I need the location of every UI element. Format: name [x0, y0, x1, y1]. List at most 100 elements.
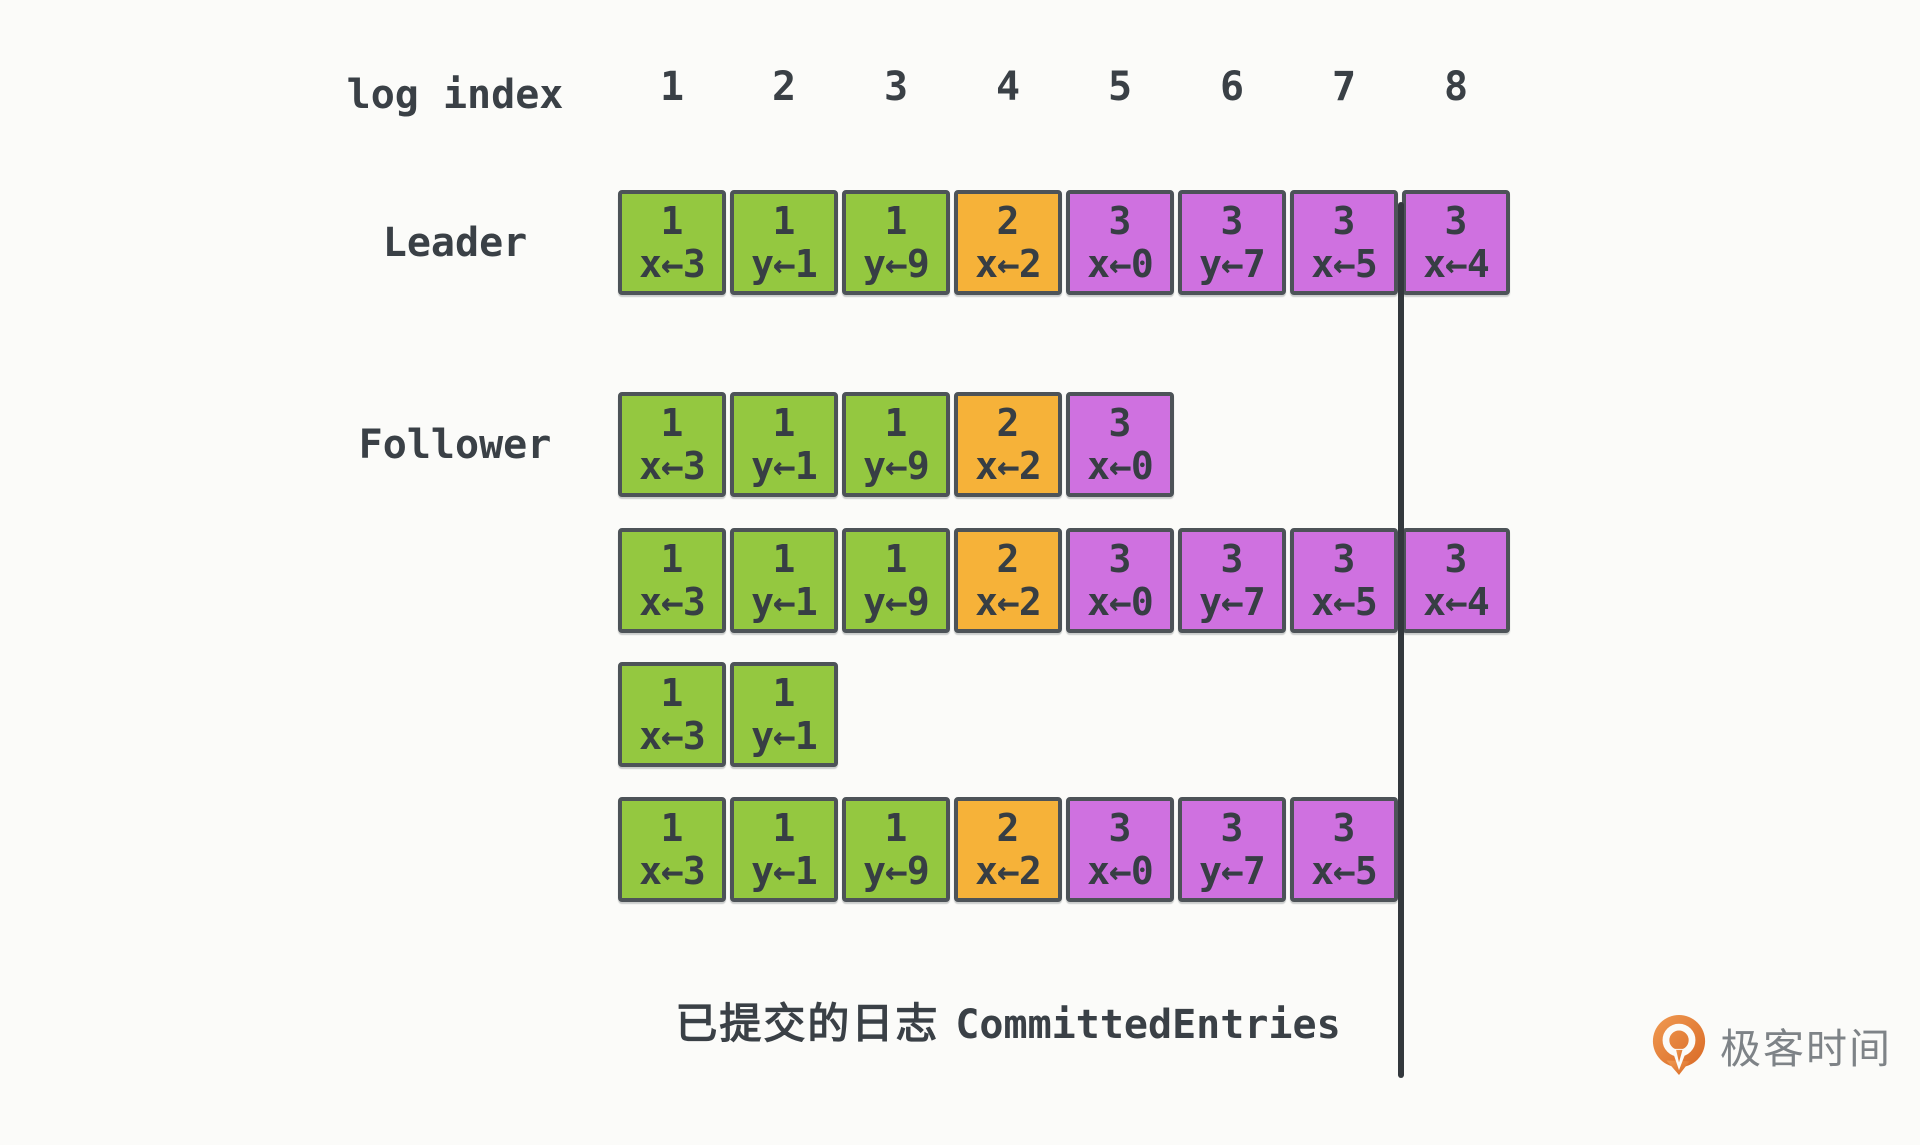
log-entry: 3 x←4 [1402, 190, 1510, 295]
follower-3-entries: 1 x←3 1 y←1 [618, 662, 838, 767]
log-entry: 3 y←7 [1178, 797, 1286, 902]
entry-command: x←2 [975, 848, 1042, 893]
entry-term: 1 [772, 536, 796, 581]
log-entry: 3 x←4 [1402, 528, 1510, 633]
entry-command: x←2 [975, 579, 1042, 624]
entry-command: y←9 [863, 443, 930, 488]
entry-term: 3 [1108, 198, 1132, 243]
entry-term: 3 [1444, 536, 1468, 581]
log-row-follower-1: Follower 1 x←3 1 y←1 1 y←9 2 x←2 3 x←0 [0, 392, 1920, 497]
entry-command: x←3 [639, 579, 706, 624]
entry-command: x←2 [975, 443, 1042, 488]
leader-label: Leader [382, 219, 528, 266]
entry-term: 3 [1444, 198, 1468, 243]
log-entry: 2 x←2 [954, 797, 1062, 902]
entry-term: 1 [772, 198, 796, 243]
log-entry: 2 x←2 [954, 528, 1062, 633]
committed-entries-caption: 已提交的日志 CommittedEntries [618, 990, 1398, 1051]
log-entry: 1 x←3 [618, 797, 726, 902]
entry-command: y←1 [751, 713, 818, 758]
commit-boundary-line [1398, 202, 1404, 1078]
entry-term: 2 [996, 400, 1020, 445]
entry-term: 2 [996, 536, 1020, 581]
entry-command: y←1 [751, 579, 818, 624]
entry-command: x←0 [1087, 848, 1154, 893]
entry-term: 1 [772, 805, 796, 850]
log-index-3: 3 [883, 64, 909, 110]
log-entry: 3 x←5 [1290, 528, 1398, 633]
entry-term: 3 [1332, 198, 1356, 243]
log-index-8: 8 [1443, 64, 1469, 110]
log-entry: 1 y←1 [730, 392, 838, 497]
entry-command: x←3 [639, 241, 706, 286]
geektime-icon [1652, 1015, 1706, 1075]
brand-logo: 极客时间 [1650, 1014, 1892, 1076]
log-entry: 1 y←9 [842, 528, 950, 633]
entry-term: 1 [660, 198, 684, 243]
log-index-numbers: 1 2 3 4 5 6 7 8 [618, 64, 1514, 110]
log-index-4: 4 [995, 64, 1021, 110]
entry-term: 3 [1108, 400, 1132, 445]
log-entry: 3 y←7 [1178, 190, 1286, 295]
entry-term: 1 [660, 805, 684, 850]
follower-1-entries: 1 x←3 1 y←1 1 y←9 2 x←2 3 x←0 [618, 392, 1174, 497]
log-index-6: 6 [1219, 64, 1245, 110]
log-entry: 1 x←3 [618, 190, 726, 295]
entry-term: 1 [660, 670, 684, 715]
entry-command: y←7 [1199, 848, 1266, 893]
entry-term: 2 [996, 805, 1020, 850]
caption-english: CommittedEntries [955, 1002, 1341, 1048]
entry-term: 1 [884, 400, 908, 445]
log-entry: 1 y←1 [730, 528, 838, 633]
log-index-1: 1 [659, 64, 685, 110]
log-index-5: 5 [1107, 64, 1133, 110]
entry-term: 3 [1332, 536, 1356, 581]
log-row-leader: Leader 1 x←3 1 y←1 1 y←9 2 x←2 3 x←0 3 y←7 3 x←5 3 x←4 [0, 190, 1920, 295]
log-entry: 3 x←0 [1066, 392, 1174, 497]
caption-chinese: 已提交的日志 [675, 1000, 940, 1047]
log-entry: 3 x←0 [1066, 528, 1174, 633]
entry-command: y←9 [863, 579, 930, 624]
log-entry: 1 y←1 [730, 797, 838, 902]
leader-entries: 1 x←3 1 y←1 1 y←9 2 x←2 3 x←0 3 y←7 3 x←5 3 x←4 [618, 190, 1510, 295]
log-entry: 3 x←5 [1290, 190, 1398, 295]
entry-command: y←7 [1199, 241, 1266, 286]
follower-1-label: Follower [358, 421, 552, 468]
entry-term: 1 [772, 670, 796, 715]
brand-name: 极客时间 [1720, 1026, 1892, 1072]
log-entry: 3 x←0 [1066, 190, 1174, 295]
log-index-label: log index [346, 72, 564, 118]
entry-term: 3 [1220, 805, 1244, 850]
entry-term: 3 [1108, 805, 1132, 850]
follower-4-entries: 1 x←3 1 y←1 1 y←9 2 x←2 3 x←0 3 y←7 3 x←5 [618, 797, 1398, 902]
entry-command: x←0 [1087, 443, 1154, 488]
entry-command: x←5 [1311, 241, 1378, 286]
entry-command: x←2 [975, 241, 1042, 286]
entry-command: y←1 [751, 443, 818, 488]
entry-term: 3 [1108, 536, 1132, 581]
log-entry: 3 y←7 [1178, 528, 1286, 633]
entry-term: 1 [884, 805, 908, 850]
entry-command: y←9 [863, 241, 930, 286]
entry-command: y←1 [751, 241, 818, 286]
log-entry: 1 x←3 [618, 662, 726, 767]
log-entry: 1 x←3 [618, 528, 726, 633]
log-entry: 1 y←9 [842, 797, 950, 902]
entry-command: x←4 [1423, 579, 1490, 624]
entry-term: 3 [1220, 198, 1244, 243]
entry-command: x←5 [1311, 579, 1378, 624]
entry-command: x←4 [1423, 241, 1490, 286]
log-entry: 1 y←9 [842, 190, 950, 295]
entry-term: 3 [1220, 536, 1244, 581]
log-entry: 1 x←3 [618, 392, 726, 497]
follower-2-entries: 1 x←3 1 y←1 1 y←9 2 x←2 3 x←0 3 y←7 3 x←5 3 x←4 [618, 528, 1510, 633]
entry-term: 1 [660, 400, 684, 445]
entry-term: 1 [772, 400, 796, 445]
entry-command: y←7 [1199, 579, 1266, 624]
log-entry: 1 y←1 [730, 190, 838, 295]
entry-command: x←3 [639, 848, 706, 893]
entry-command: x←3 [639, 713, 706, 758]
entry-term: 1 [660, 536, 684, 581]
entry-command: y←9 [863, 848, 930, 893]
